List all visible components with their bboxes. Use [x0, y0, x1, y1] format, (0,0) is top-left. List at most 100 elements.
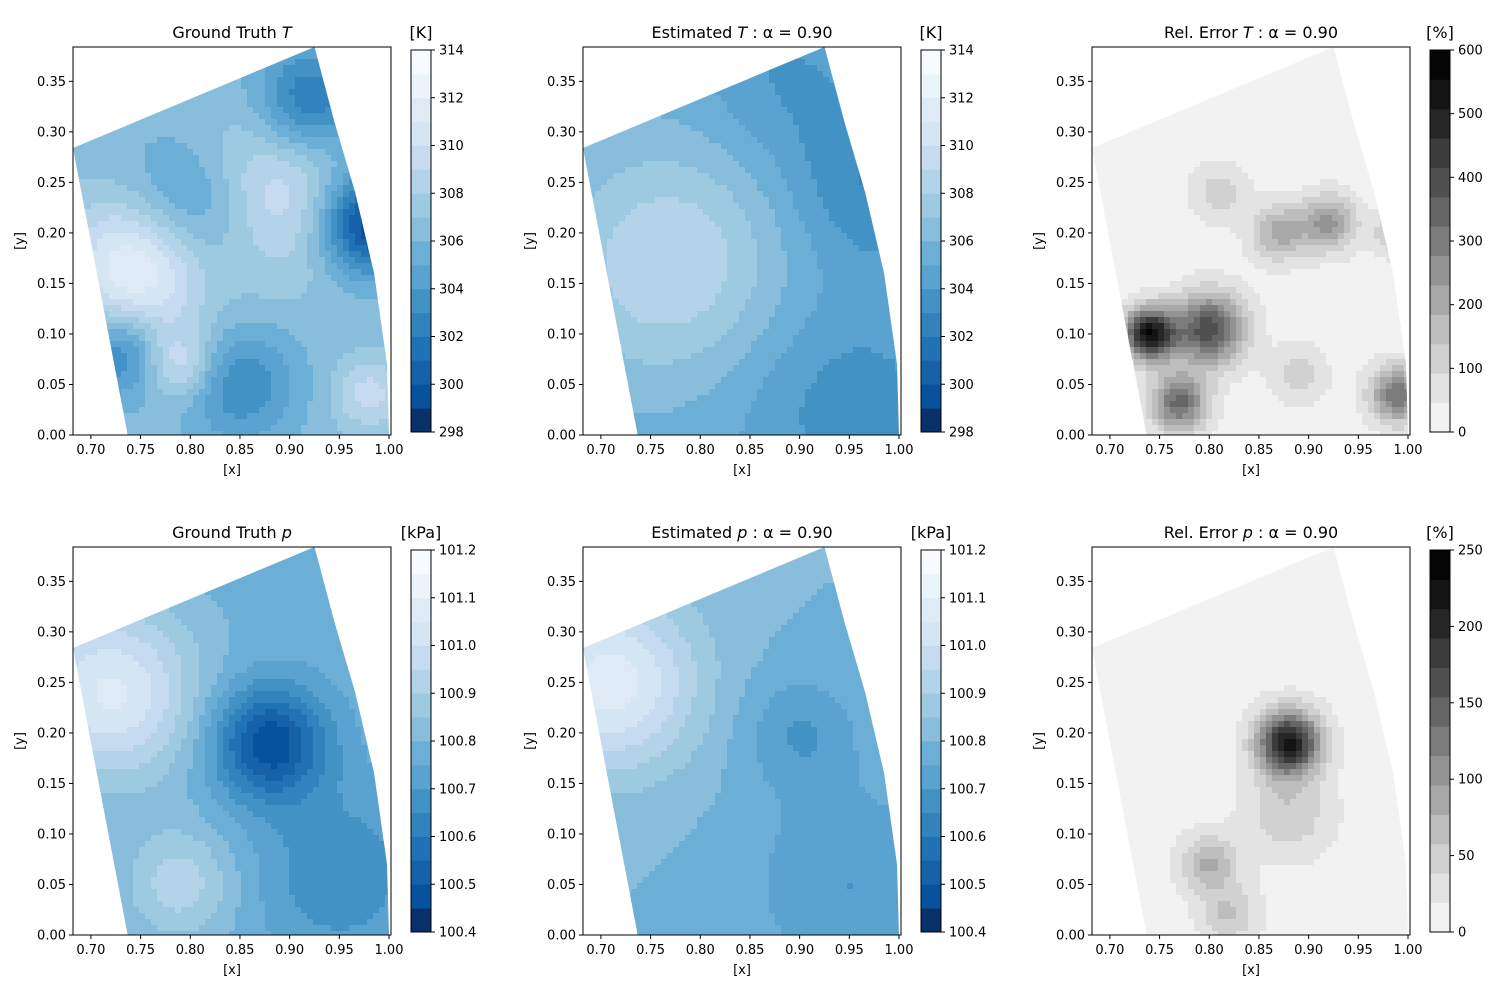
y-axis-label: [y] [13, 732, 28, 750]
colorbar-swatch [411, 812, 431, 837]
colorbar-swatch [411, 764, 431, 790]
x-tick-label: 0.70 [76, 943, 105, 958]
y-tick-label: 0.10 [37, 327, 66, 342]
contour-field [1092, 547, 1408, 935]
colorbar-swatch [411, 384, 431, 409]
colorbar-tick-label: 100.4 [439, 926, 476, 941]
colorbar-unit-label: [K] [920, 23, 943, 42]
y-tick-label: 0.15 [37, 277, 66, 292]
colorbar-tick-label: 302 [949, 330, 974, 345]
colorbar-swatch [1430, 608, 1450, 639]
title-suffix: : α = 0.90 [747, 23, 832, 42]
colorbar-swatch [921, 573, 941, 599]
y-tick-label: 0.35 [37, 75, 66, 90]
y-tick-label: 0.15 [1056, 777, 1085, 792]
colorbar-tick-label: 100.8 [439, 735, 476, 750]
panel-title: Rel. Error T : α = 0.90 [1164, 23, 1338, 42]
colorbar-swatch [1430, 314, 1450, 345]
colorbar-swatch [921, 908, 941, 933]
panel-4: 0.70 0.75 0.80 0.85 0.90 0.95 1.00 0.00 0.05 0.10… [13, 523, 476, 978]
y-tick-label: 0.35 [37, 575, 66, 590]
colorbar-tick-label: 100.4 [949, 926, 986, 941]
x-tick-label: 0.75 [126, 443, 155, 458]
colorbar-tick-label: 100.8 [949, 735, 986, 750]
panel-title: Ground Truth p [172, 523, 292, 542]
colorbar-swatch [921, 884, 941, 909]
y-tick-label: 0.00 [37, 929, 66, 944]
y-axis-label: [y] [523, 732, 538, 750]
colorbar-swatch [411, 408, 431, 433]
colorbar-swatch [411, 264, 431, 290]
colorbar-tick-label: 250 [1458, 544, 1483, 559]
x-tick-label: 1.00 [375, 443, 404, 458]
y-tick-label: 0.15 [547, 777, 576, 792]
y-tick-label: 0.30 [37, 125, 66, 140]
colorbar-swatch [921, 788, 941, 814]
y-tick-label: 0.05 [547, 378, 576, 393]
x-tick-label: 0.85 [1244, 943, 1273, 958]
colorbar-tick-label: 101.1 [949, 591, 986, 606]
colorbar-swatch [411, 860, 431, 885]
colorbar-tick-label: 100.9 [439, 687, 476, 702]
x-tick-label: 0.90 [275, 443, 304, 458]
colorbar-tick-label: 314 [949, 44, 974, 59]
colorbar-swatch [921, 741, 941, 766]
colorbar-tick-label: 312 [949, 91, 974, 106]
colorbar-tick-label: 300 [439, 378, 464, 393]
x-tick-label: 0.95 [1344, 943, 1373, 958]
x-tick-label: 0.85 [735, 443, 764, 458]
axes-frame [582, 46, 902, 436]
title-text: Estimated [651, 523, 737, 542]
x-axis-label: [x] [1242, 963, 1260, 978]
x-tick-label: 0.75 [1145, 443, 1174, 458]
colorbar-swatch [1430, 550, 1450, 580]
colorbar-swatch [411, 241, 431, 266]
colorbar-swatch [411, 884, 431, 909]
x-tick-label: 1.00 [375, 943, 404, 958]
colorbar-swatch [921, 169, 941, 194]
colorbar-tick-label: 101.1 [439, 591, 476, 606]
colorbar-tick-label: 150 [1458, 696, 1483, 711]
y-tick-label: 0.25 [547, 676, 576, 691]
x-tick-label: 0.90 [785, 943, 814, 958]
colorbar-tick-label: 300 [949, 378, 974, 393]
colorbar-swatch [921, 217, 941, 242]
colorbar: 100.4 100.5 100.6 100.7 100.8 100.9 101.0 101.1… [911, 523, 986, 941]
y-tick-label: 0.20 [547, 726, 576, 741]
colorbar-swatch [1430, 402, 1450, 433]
x-tick-label: 1.00 [1394, 443, 1423, 458]
x-tick-label: 0.70 [586, 943, 615, 958]
y-tick-label: 0.15 [37, 777, 66, 792]
colorbar-tick-label: 300 [1458, 235, 1483, 250]
colorbar-tick-label: 101.0 [439, 639, 476, 654]
title-variable: p [1242, 523, 1253, 542]
colorbar-swatch [411, 217, 431, 242]
panel-1: 0.70 0.75 0.80 0.85 0.90 0.95 1.00 0.00 0.05 0.10… [13, 23, 464, 478]
x-tick-label: 0.80 [686, 943, 715, 958]
axes-frame [1091, 546, 1411, 936]
colorbar-tick-label: 100 [1458, 773, 1483, 788]
colorbar-tick-label: 298 [439, 426, 464, 441]
colorbar: 298 300 302 304 306 308 310 312 314 [K] [410, 23, 464, 441]
colorbar-swatch [921, 597, 941, 623]
x-tick-label: 0.90 [1294, 443, 1323, 458]
colorbar-swatch [921, 764, 941, 790]
title-variable: T [282, 23, 293, 42]
colorbar-swatch [411, 121, 431, 146]
colorbar-tick-label: 100.7 [949, 782, 986, 797]
x-tick-label: 0.95 [835, 443, 864, 458]
colorbar-tick-label: 100.7 [439, 782, 476, 797]
colorbar-swatch [411, 169, 431, 194]
colorbar-tick-label: 100.9 [949, 687, 986, 702]
title-variable: T [1243, 23, 1254, 42]
colorbar-swatch [1430, 696, 1450, 727]
title-suffix: : α = 0.90 [1253, 23, 1338, 42]
y-tick-label: 0.30 [547, 625, 576, 640]
y-axis-label: [y] [13, 232, 28, 250]
x-axis-label: [x] [223, 463, 241, 478]
colorbar-swatch [921, 812, 941, 837]
axes-frame [72, 46, 392, 436]
contour-field [73, 47, 389, 435]
colorbar-unit-label: [%] [1426, 523, 1454, 542]
